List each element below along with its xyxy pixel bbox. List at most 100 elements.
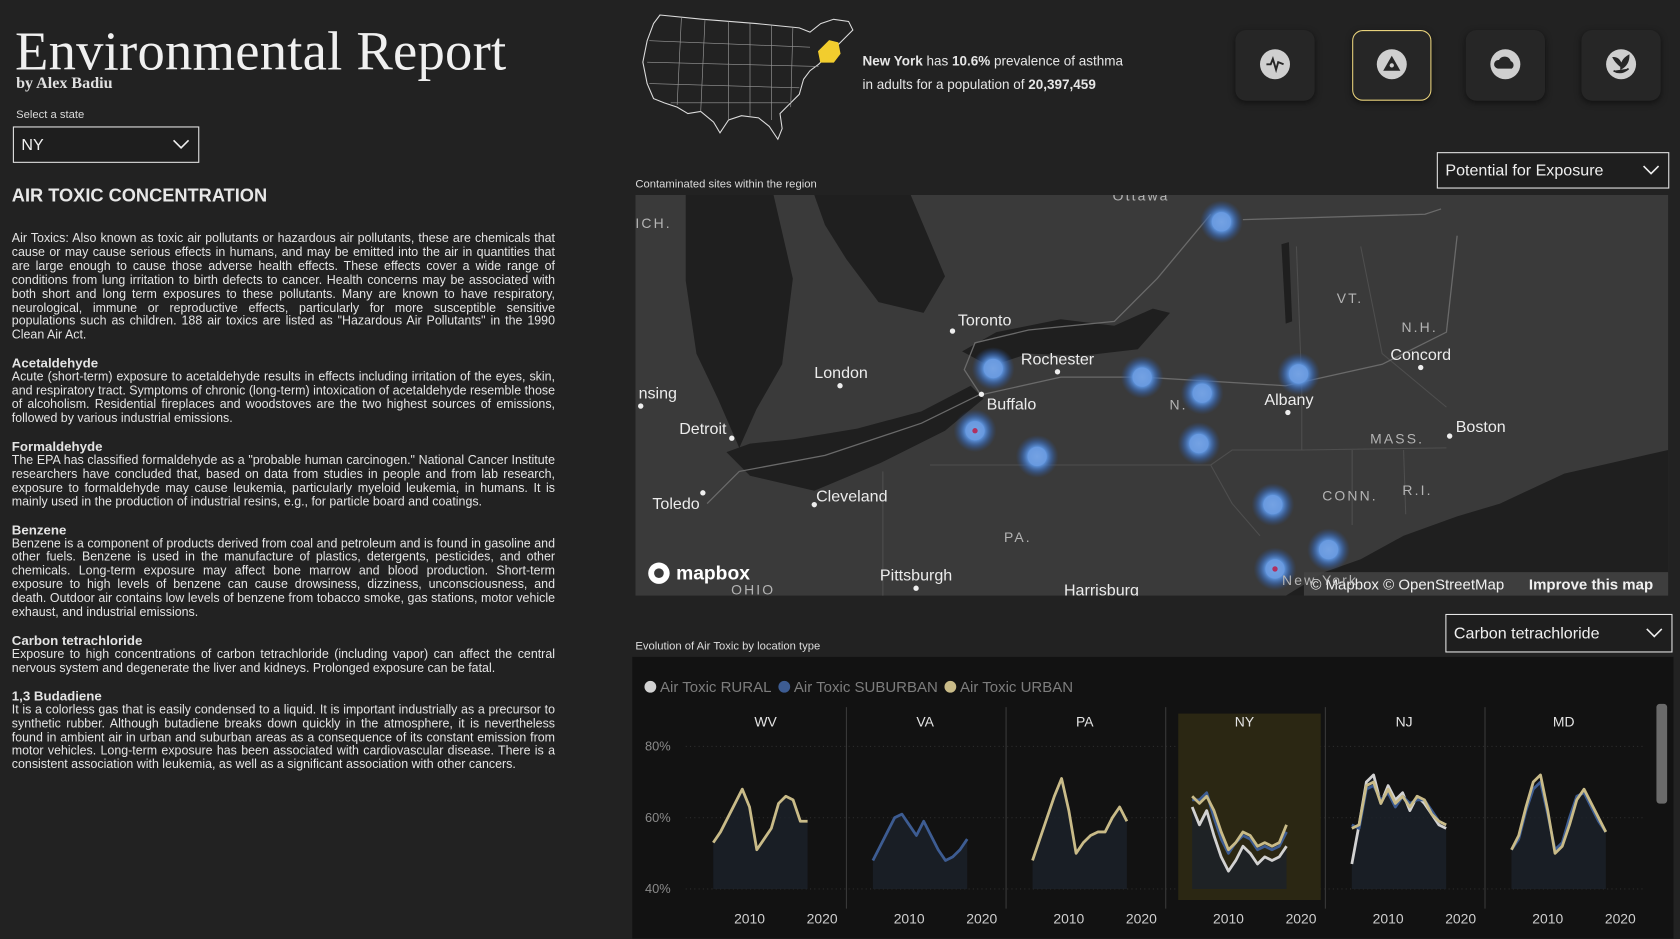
city-label: Pittsburgh [880,567,952,585]
series-line [1351,780,1447,830]
dropdown-value: Carbon tetrachloride [1453,624,1600,643]
region-label: New York [1282,572,1358,588]
panel-label: NY [1235,713,1254,729]
site [1027,446,1047,467]
city-dot [1054,369,1061,375]
region-label: N.H. [1401,319,1437,335]
site [1318,540,1339,560]
x-tick-label: 2010 [1373,911,1404,927]
panel-label: PA [1076,713,1094,729]
section-heading: 1,3 Budadiene [11,688,102,704]
site [983,358,1003,379]
report-title: Environmental Report [15,22,507,83]
city-label: Albany [1264,391,1313,409]
x-tick-label: 2020 [966,911,997,927]
attribution-bg [1303,572,1669,596]
us-map[interactable] [639,9,862,148]
city-dot [949,328,956,334]
cloud-icon [1490,49,1521,80]
panel-label: NJ [1396,713,1413,729]
city-dot [729,435,735,441]
dropdown-value: Potential for Exposure [1445,161,1604,180]
city-label: Toronto [958,312,1012,330]
x-tick-label: 2010 [1532,911,1563,927]
x-tick-label: 2020 [1445,911,1476,927]
region-label: OHIO [731,582,775,596]
section-body: Exposure to high concentrations of carbo… [11,647,556,675]
region-label: Ottawa [1113,195,1170,203]
legend-label: Air Toxic RURAL [660,679,771,696]
article-title: AIR TOXIC CONCENTRATION [11,185,268,206]
series-line [712,787,808,852]
state-name: New York [862,53,923,69]
x-tick-label: 2010 [1213,911,1244,927]
section-heading: Formaldehyde [11,439,103,455]
city-dot [978,391,985,397]
prevalence: 10.6% [952,53,991,69]
series-line [1031,777,1129,861]
city-label: London [814,364,868,382]
city-dot [1285,409,1291,416]
sites [953,200,1351,591]
city-label: nsing [639,385,677,403]
city-dot [811,501,817,508]
area [1511,782,1606,889]
pollutant-dropdown[interactable]: Carbon tetrachloride [1445,613,1673,653]
section-body: It is a colorless gas that is easily con… [11,702,556,772]
city-label: Harrisburg [1064,582,1139,596]
area [1192,806,1287,889]
city-dot [700,490,706,496]
trend-chart: Air Toxic RURAL Air Toxic SUBURBAN Air Tox… [632,656,1674,939]
logo-text: mapbox [676,564,750,585]
city-dot [913,585,919,591]
summary-text: prevalence of asthma [994,53,1124,69]
series-line [871,812,969,862]
borders [882,246,1447,596]
chevron [1646,628,1663,638]
scrollbar[interactable] [1656,703,1668,804]
legend-swatch [944,680,957,693]
city-label: Toledo [652,495,699,513]
city-dot [837,383,843,389]
city-label: Concord [1390,346,1451,364]
city-label: Rochester [1021,350,1095,368]
section-heading: Benzene [11,522,67,538]
site-core [1272,566,1278,572]
panel-label: WV [754,713,777,729]
trend-title: Evolution of Air Toxic by location type [635,639,821,653]
region-label: CONN. [1322,487,1378,503]
x-tick-label: 2020 [807,911,838,927]
environment-button[interactable] [1581,30,1661,101]
air-toxic-button[interactable] [1352,30,1432,101]
legend-swatch [778,680,791,693]
air-quality-button[interactable] [1465,30,1546,101]
area [1032,778,1127,889]
site [1288,364,1309,384]
heart-icon [1260,49,1291,80]
improve-link[interactable]: Improve this map [1529,576,1653,593]
map-title: Contaminated sites within the region [635,177,817,191]
dropdown-value: NY [21,135,44,154]
section-body: Benzene is a component of products deriv… [11,536,556,620]
site-core [972,428,978,434]
x-tick-label: 2020 [1605,911,1636,927]
site [1192,383,1212,403]
legend-label: Air Toxic SUBURBAN [794,679,938,696]
summary-text: has [926,53,949,69]
site [1189,433,1209,454]
y-tick-label: 80% [645,739,671,754]
x-tick-label: 2010 [1053,911,1084,927]
area [872,814,968,889]
state-dropdown[interactable]: NY [12,126,200,163]
chart-bg [632,656,1674,939]
health-button[interactable] [1235,30,1315,101]
water [685,195,1669,596]
city-dot [638,403,644,409]
exposure-dropdown[interactable]: Potential for Exposure [1436,152,1670,189]
legend-label: Air Toxic URBAN [960,679,1073,696]
region-map[interactable]: mapbox © Mapbox © OpenStreetMap Improve … [635,195,1669,596]
x-tick-label: 2010 [894,911,925,927]
legend-swatch [644,680,657,693]
attribution: © Mapbox © OpenStreetMap [1310,576,1504,593]
area [713,789,808,889]
